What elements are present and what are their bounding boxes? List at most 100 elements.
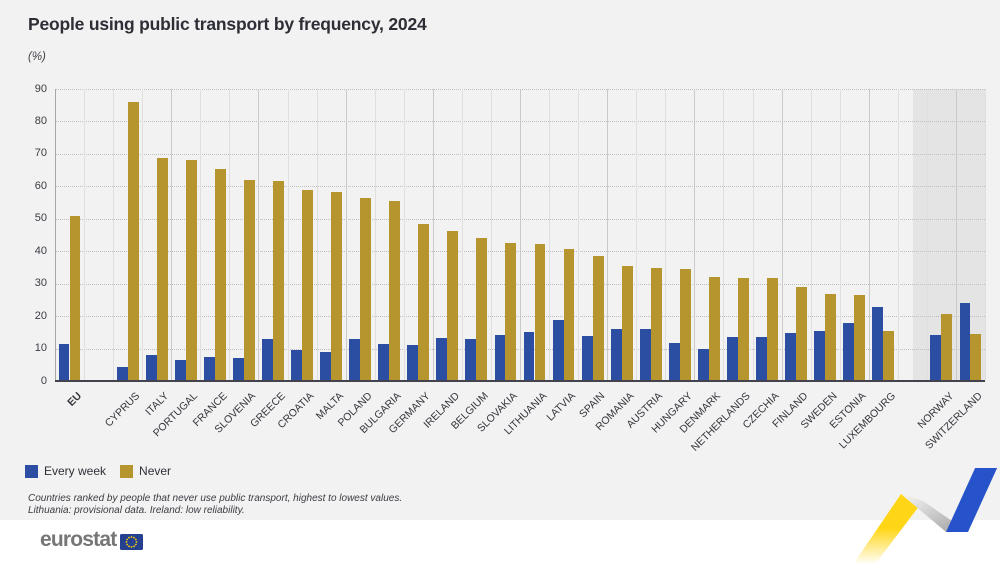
bar-every-week-cyprus — [116, 367, 128, 381]
y-axis-label-60: 60 — [34, 179, 47, 192]
bar-every-week-denmark — [697, 349, 709, 381]
bar-every-week-germany — [407, 345, 419, 381]
x-axis-label-latvia: LATVIA — [544, 390, 579, 424]
legend-swatch-never — [120, 464, 134, 478]
bar-never-switzerland — [970, 333, 982, 381]
cell-boundary-line — [403, 89, 405, 381]
footer-bar: eurostat — [0, 520, 1000, 563]
cell-boundary-line — [142, 89, 144, 381]
eu-flag-icon — [120, 533, 144, 550]
y-axis-label-20: 20 — [34, 309, 47, 322]
bar-never-czechia — [767, 278, 778, 381]
bar-never-austria — [650, 268, 662, 381]
cell-boundary-line — [432, 89, 434, 381]
cell-boundary-line — [578, 89, 580, 381]
x-axis-baseline — [55, 380, 985, 382]
bar-never-germany — [418, 223, 430, 381]
bar-every-week-switzerland — [959, 302, 971, 381]
cell-boundary-line — [490, 89, 492, 381]
bar-never-italy — [156, 158, 168, 381]
bar-never-croatia — [302, 189, 313, 381]
chart-unit-label: (%) — [28, 51, 46, 63]
cell-boundary-line — [461, 89, 463, 381]
bar-every-week-hungary — [668, 342, 680, 381]
y-axis-label-80: 80 — [34, 114, 47, 127]
bar-every-week-ireland — [436, 337, 448, 381]
cell-boundary-line — [113, 89, 115, 381]
bar-every-week-estonia — [843, 322, 855, 381]
bar-never-portugal — [185, 159, 197, 381]
bar-every-week-romania — [610, 329, 622, 381]
x-axis-label-eu: EU — [65, 390, 85, 409]
bar-never-slovenia — [243, 179, 255, 381]
chart-legend: Every week Never — [25, 464, 185, 478]
bar-never-slovakia — [505, 243, 517, 381]
bar-every-week-spain — [581, 336, 593, 381]
bar-never-belgium — [476, 237, 488, 381]
legend-item-never: Never — [120, 464, 171, 478]
legend-label-every-week: Every week — [44, 464, 107, 478]
bar-every-week-latvia — [552, 320, 564, 381]
legend-item-every-week: Every week — [25, 464, 106, 478]
bar-never-eu — [69, 216, 81, 381]
bar-every-week-netherlands — [727, 336, 738, 381]
cell-boundary-line — [897, 89, 899, 381]
ribbon-blue-band — [946, 468, 998, 532]
cell-boundary-line — [839, 89, 841, 381]
cell-boundary-line — [985, 89, 986, 381]
bar-never-cyprus — [127, 101, 139, 381]
cell-boundary-line — [636, 89, 638, 381]
plot-area: 0 10 20 30 40 50 60 70 80 90 EU CYPRUS ITALY PORTUGAL… — [35, 83, 986, 454]
bar-every-week-czechia — [756, 337, 767, 381]
bar-every-week-malta — [320, 352, 332, 381]
footnote-line-1: Countries ranked by people that never us… — [28, 493, 403, 504]
bar-never-luxembourg — [883, 331, 895, 381]
bar-never-finland — [796, 287, 807, 381]
bar-every-week-slovenia — [232, 358, 244, 381]
cell-boundary-line — [520, 89, 521, 381]
bar-never-hungary — [679, 268, 691, 381]
cell-boundary-line — [607, 89, 609, 381]
cell-boundary-line — [374, 89, 376, 381]
cell-boundary-line — [316, 89, 318, 381]
eurostat-logo-text: eurostat — [40, 528, 117, 551]
bar-never-norway — [941, 313, 953, 381]
bar-never-netherlands — [737, 277, 749, 381]
bar-every-week-sweden — [814, 330, 826, 381]
bar-every-week-eu — [58, 343, 70, 381]
y-axis-line — [55, 89, 56, 381]
ribbon-yellow-band — [854, 494, 923, 563]
cell-boundary-line — [200, 89, 202, 381]
bar-never-greece — [272, 181, 284, 381]
cell-boundary-line — [171, 89, 173, 381]
cell-boundary-line — [752, 89, 754, 381]
bar-every-week-belgium — [465, 338, 477, 381]
bar-every-week-slovakia — [494, 334, 506, 381]
cell-boundary-line — [345, 89, 347, 381]
bar-never-bulgaria — [389, 200, 401, 381]
chart-footnotes: Countries ranked by people that never us… — [28, 493, 402, 516]
bar-never-romania — [621, 266, 633, 381]
cell-boundary-line — [955, 89, 957, 381]
cell-boundary-line — [723, 89, 725, 381]
bar-every-week-norway — [930, 334, 942, 381]
cell-boundary-line — [868, 89, 870, 381]
y-axis-label-30: 30 — [34, 277, 47, 290]
legend-label-never: Never — [139, 464, 172, 478]
cell-boundary-line — [810, 89, 812, 381]
cell-boundary-line — [665, 89, 667, 381]
cell-boundary-line — [287, 89, 289, 381]
bar-never-france — [214, 168, 226, 381]
bar-every-week-greece — [262, 338, 273, 381]
bar-every-week-austria — [639, 329, 651, 381]
bar-every-week-france — [203, 357, 215, 381]
cell-boundary-line — [781, 89, 783, 381]
cell-boundary-line — [258, 89, 260, 381]
cell-boundary-line — [229, 89, 231, 381]
cell-boundary-line — [694, 89, 696, 381]
bar-never-ireland — [447, 231, 459, 381]
chart-title: People using public transport by frequen… — [28, 14, 427, 34]
y-axis-label-70: 70 — [34, 147, 47, 160]
bar-never-sweden — [825, 293, 837, 381]
